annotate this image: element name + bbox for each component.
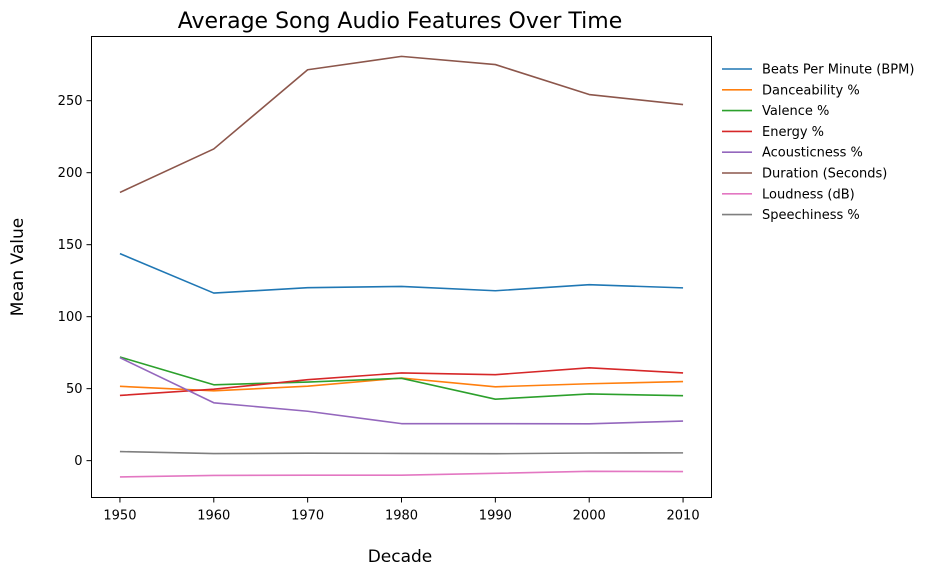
legend-label: Loudness (dB) xyxy=(762,187,855,202)
y-tick-label: 0 xyxy=(74,454,82,469)
series-lines xyxy=(119,55,684,478)
legend: Beats Per Minute (BPM) Danceability % Vale… xyxy=(722,63,914,223)
x-tick-label: 1990 xyxy=(479,509,512,524)
legend-label: Acousticness % xyxy=(762,146,863,161)
x-tick-label: 1960 xyxy=(197,509,230,524)
plot-area-frame xyxy=(91,36,712,498)
series-line-beats-per-minute-bpm xyxy=(119,252,684,294)
series-line-valence xyxy=(119,356,684,400)
series-line-energy xyxy=(119,366,684,397)
x-tick-label: 1980 xyxy=(385,509,418,524)
series-line-duration-seconds xyxy=(119,55,684,194)
legend-label: Valence % xyxy=(762,104,829,119)
legend-label: Beats Per Minute (BPM) xyxy=(762,63,914,78)
series-line-danceability xyxy=(119,377,684,392)
legend-label: Duration (Seconds) xyxy=(762,167,887,182)
x-tick-label: 2010 xyxy=(667,509,700,524)
y-axis-title: Mean Value xyxy=(8,218,28,316)
y-tick-label: 200 xyxy=(58,166,83,181)
x-axis-title: Decade xyxy=(368,547,433,567)
y-tick-label: 250 xyxy=(58,94,83,109)
x-tick-label: 2000 xyxy=(573,509,606,524)
legend-label: Danceability % xyxy=(762,83,860,98)
series-line-loudness-db xyxy=(119,470,684,478)
chart-title: Average Song Audio Features Over Time xyxy=(178,9,623,34)
series-line-acousticness xyxy=(119,356,684,425)
x-tick-label: 1970 xyxy=(291,509,324,524)
x-tick-label: 1950 xyxy=(103,509,136,524)
series-line-speechiness xyxy=(119,450,684,455)
y-tick-label: 50 xyxy=(66,382,83,397)
legend-label: Energy % xyxy=(762,125,824,140)
y-tick-label: 100 xyxy=(58,310,83,325)
legend-label: Speechiness % xyxy=(762,208,860,223)
y-tick-label: 150 xyxy=(58,238,83,253)
axis-ticks: 1950 1960 1970 1980 1990 2000 2010 0 50 100 150 200… xyxy=(58,94,700,523)
